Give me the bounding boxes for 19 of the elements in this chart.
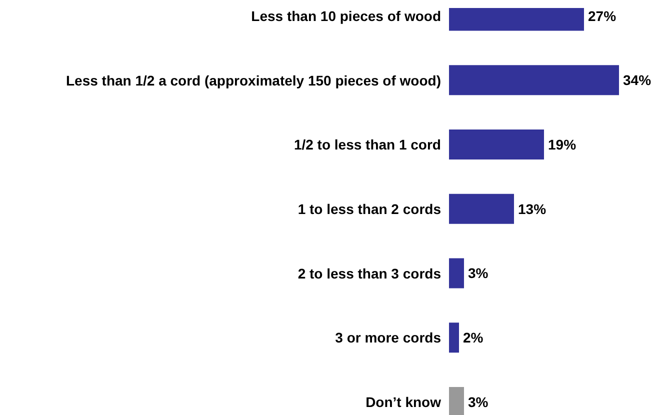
data-label: 19% [548,136,577,153]
y-tick-label: Less than 10 pieces of wood [251,8,441,24]
data-label: 2% [463,330,484,346]
bar [449,130,544,160]
data-label: 3% [468,394,489,410]
y-tick-label: 3 or more cords [335,330,442,346]
bar [449,65,619,96]
data-label: 34% [623,72,652,88]
y-tick-label: 1 to less than 2 cords [298,201,442,218]
y-tick-label: Less than 1/2 a cord (approximately 150 pieces of wood) [66,72,441,88]
data-label: 27% [588,8,617,24]
data-label: 3% [468,265,489,282]
bar [449,322,459,353]
bar [449,258,464,288]
y-tick-label: 2 to less than 3 cords [298,265,442,282]
y-tick-label: 1/2 to less than 1 cord [294,136,441,153]
bar [449,194,514,224]
y-tick-label: Don’t know [366,394,442,410]
data-label: 13% [518,200,547,217]
